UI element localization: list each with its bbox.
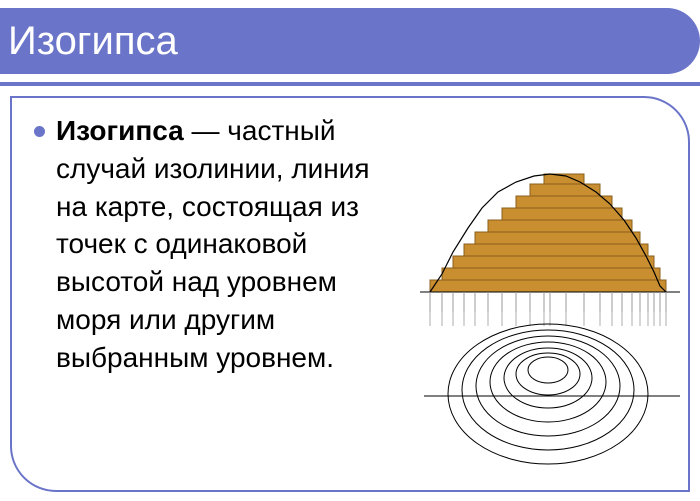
isohypse-diagram bbox=[420, 142, 686, 472]
definition-term: Изогипса bbox=[56, 115, 184, 146]
content-area: Изогипса — частный случай изолинии, лини… bbox=[34, 112, 666, 472]
definition-text: Изогипса — частный случай изолинии, лини… bbox=[56, 112, 396, 377]
title-bar: Изогипса bbox=[0, 8, 700, 74]
bullet-icon bbox=[34, 126, 45, 137]
title-underline bbox=[0, 82, 700, 86]
definition-body: — частный случай изолинии, линия на карт… bbox=[56, 115, 370, 373]
slide-title: Изогипса bbox=[8, 21, 178, 61]
